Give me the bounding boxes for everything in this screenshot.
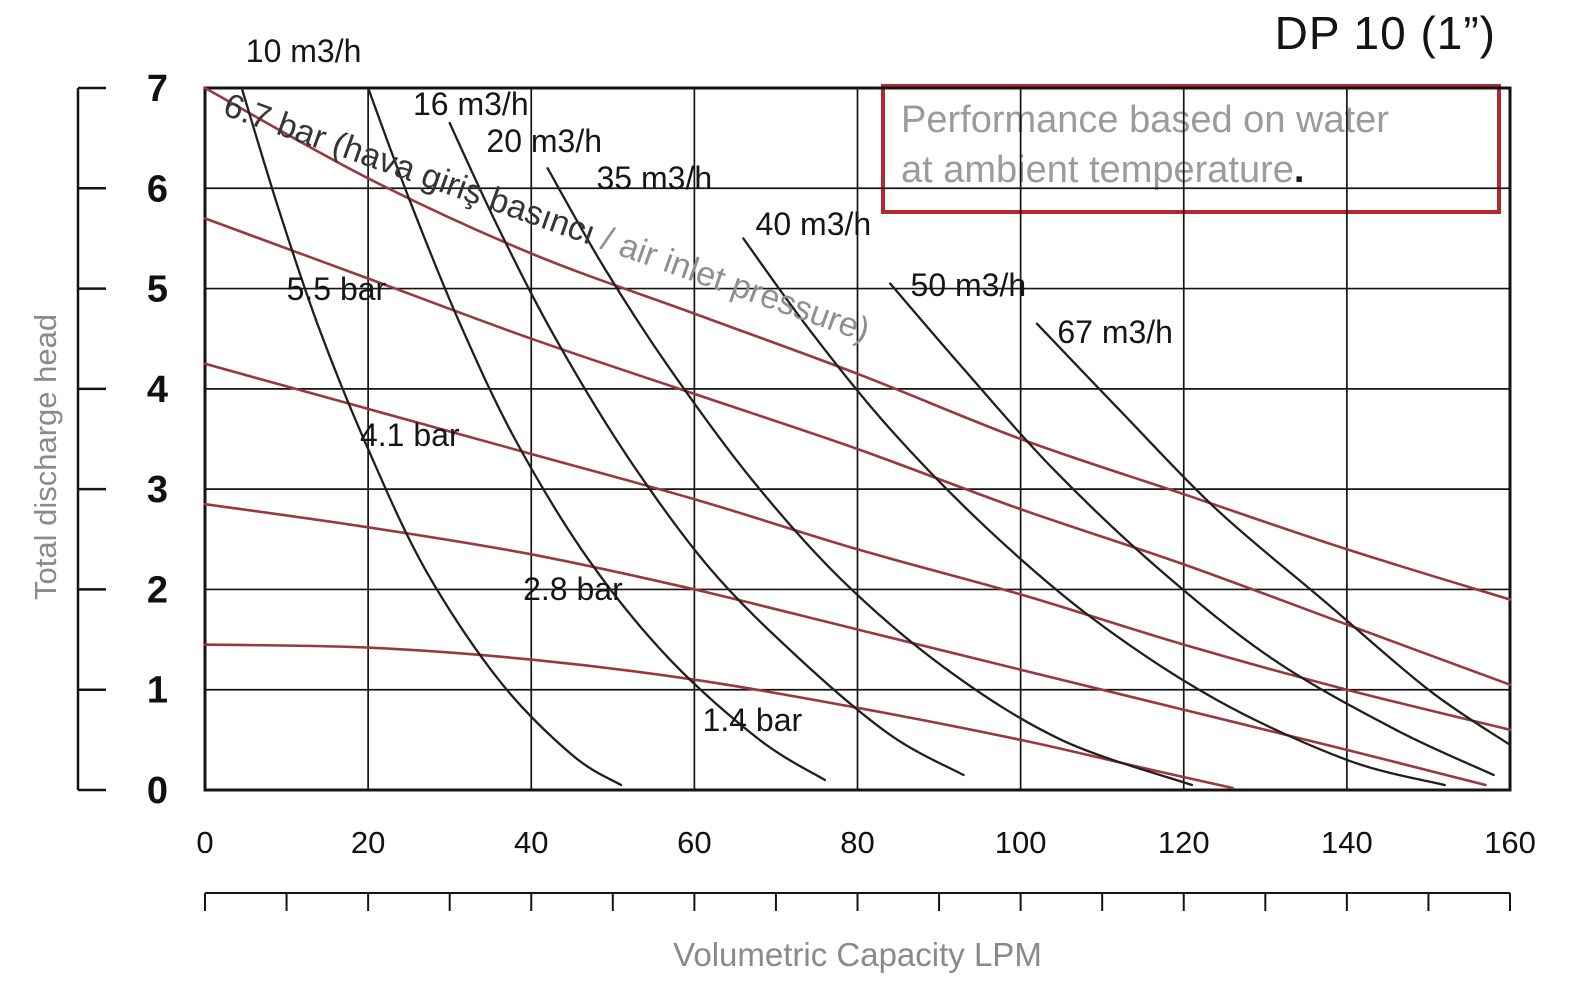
note-box: Performance based on water at ambient te… (881, 84, 1501, 214)
y-tick-label: 6 (147, 168, 168, 210)
curve-20-m3-h (448, 121, 965, 777)
curve-16-m3-h (366, 86, 827, 782)
note-text-line1: Performance based on water (901, 99, 1389, 141)
note-text-line2: at ambient temperature (901, 149, 1294, 192)
y-tick-label: 5 (147, 269, 168, 311)
y-tick-label: 4 (147, 369, 168, 411)
x-tick-label: 140 (1321, 825, 1373, 860)
curve-1.4-bar (203, 643, 1234, 790)
y-tick-label: 2 (147, 569, 168, 611)
curve-6.7-bar (203, 86, 1512, 601)
curve-5.5-bar (203, 217, 1512, 686)
x-tick-label: 20 (351, 825, 385, 860)
y-tick-label: 1 (147, 670, 168, 712)
curve-10-m3-h (240, 86, 623, 787)
y-tick-label: 3 (147, 469, 168, 511)
x-tick-label: 120 (1158, 825, 1210, 860)
curve-67-m3-h (1035, 322, 1512, 747)
curve-50-m3-h (888, 282, 1495, 777)
y-tick-label: 7 (147, 68, 168, 110)
x-tick-label: 80 (840, 825, 874, 860)
note-period: . (1293, 149, 1305, 192)
curve-4.1-bar (203, 362, 1512, 732)
y-axis-title: Total discharge head (28, 313, 63, 600)
x-tick-label: 40 (514, 825, 548, 860)
plot-border (203, 86, 1512, 792)
curve-35-m3-h (546, 167, 1194, 787)
x-tick-label: 60 (677, 825, 711, 860)
y-tick-label: 0 (147, 770, 168, 812)
x-tick-label: 0 (196, 825, 213, 860)
x-axis-title: Volumetric Capacity LPM (673, 936, 1042, 973)
curve-40-m3-h (742, 237, 1446, 787)
x-tick-label: 160 (1484, 825, 1536, 860)
x-tick-label: 100 (995, 825, 1047, 860)
chart-title: DP 10 (1”) (1274, 7, 1496, 59)
